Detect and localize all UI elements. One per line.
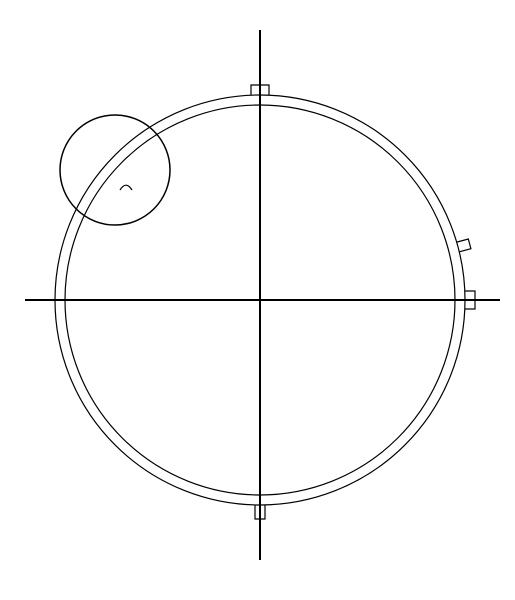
technical-diagram [0,0,515,600]
detail-mark [120,185,132,190]
